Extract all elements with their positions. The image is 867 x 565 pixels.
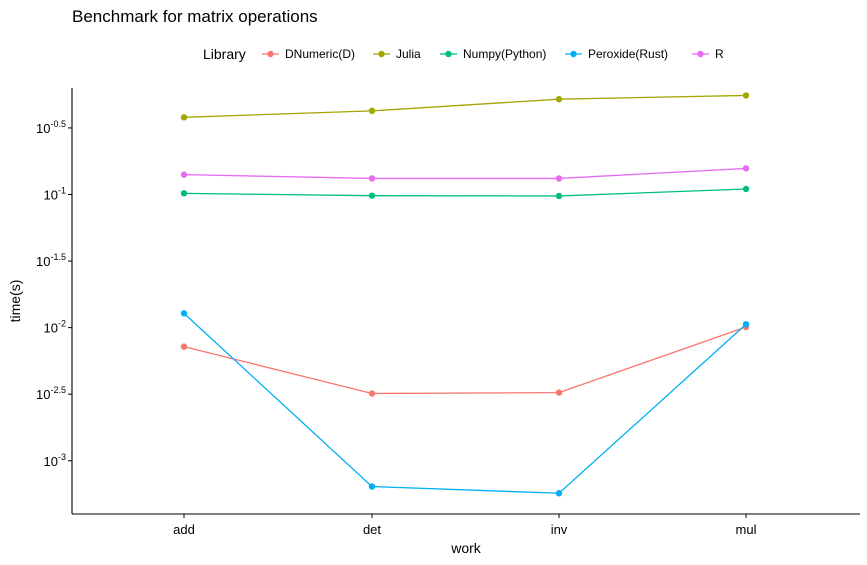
legend-key-point — [697, 50, 704, 58]
data-point-julia-det — [368, 107, 376, 115]
series-line-r — [183, 167, 747, 180]
y-tick-label: 10-1.5 — [36, 252, 66, 269]
legend-label: R — [715, 47, 724, 61]
data-point-peroxide-rust-inv — [555, 490, 563, 497]
legend-key-point — [445, 50, 452, 58]
data-point-peroxide-rust-det — [368, 483, 376, 490]
series-layer — [180, 92, 750, 497]
chart-title: Benchmark for matrix operations — [72, 7, 318, 26]
legend-title: Library — [203, 46, 246, 62]
data-point-r-mul — [742, 165, 750, 172]
data-point-dnumeric-d-det — [368, 390, 376, 397]
series-numpy-python — [180, 185, 750, 200]
series-line-dnumeric-d — [183, 326, 747, 395]
y-tick-label: 10-3 — [44, 452, 66, 469]
data-point-numpy-python-det — [368, 192, 376, 199]
data-point-julia-add — [180, 114, 188, 121]
legend-item-r: R — [692, 47, 724, 61]
legend-item-numpy-python: Numpy(Python) — [440, 47, 546, 61]
data-point-r-inv — [555, 175, 563, 182]
legend-label: Numpy(Python) — [463, 47, 546, 61]
legend-key-point — [378, 50, 385, 58]
legend: Library DNumeric(D) Julia Numpy(Python) Per… — [203, 46, 724, 62]
legend-items: DNumeric(D) Julia Numpy(Python) Peroxide(Ru… — [262, 47, 724, 61]
x-axis-ticks: add det inv mul — [173, 514, 757, 537]
x-tick-label-inv: inv — [551, 522, 568, 537]
legend-key-point — [570, 50, 577, 58]
y-tick-label: 10-2 — [44, 319, 66, 336]
legend-key-point — [267, 50, 274, 58]
legend-item-julia: Julia — [373, 47, 421, 61]
data-point-julia-inv — [555, 95, 563, 103]
series-r — [180, 165, 750, 182]
x-tick-label-add: add — [173, 522, 195, 537]
y-tick-label: 10-0.5 — [36, 119, 66, 136]
series-line-julia — [183, 94, 747, 118]
data-point-numpy-python-add — [180, 190, 188, 197]
x-tick-label-mul: mul — [736, 522, 757, 537]
data-point-dnumeric-d-add — [180, 343, 188, 350]
legend-label: Julia — [396, 47, 421, 61]
series-julia — [180, 92, 750, 121]
y-tick-label: 10-1 — [44, 186, 66, 203]
legend-label: DNumeric(D) — [285, 47, 355, 61]
x-axis-title: work — [450, 540, 482, 556]
series-dnumeric-d — [180, 323, 750, 397]
data-point-r-det — [368, 175, 376, 182]
series-line-numpy-python — [183, 188, 747, 197]
series-line-peroxide-rust — [183, 312, 747, 494]
data-point-peroxide-rust-mul — [742, 321, 750, 328]
data-point-numpy-python-inv — [555, 192, 563, 200]
legend-item-dnumeric-d: DNumeric(D) — [262, 47, 355, 61]
y-axis-title: time(s) — [7, 280, 23, 323]
y-tick-label: 10-2.5 — [36, 385, 66, 402]
x-tick-label-det: det — [363, 522, 381, 537]
plot-area: 10-0.5 10-1 10-1.5 10-2 10-2.5 10-3 add det inv… — [36, 88, 860, 537]
y-axis-ticks: 10-0.5 10-1 10-1.5 10-2 10-2.5 10-3 — [36, 119, 72, 469]
data-point-peroxide-rust-add — [180, 310, 188, 317]
series-peroxide-rust — [180, 310, 750, 497]
data-point-dnumeric-d-inv — [555, 389, 563, 396]
data-point-r-add — [180, 171, 188, 178]
data-point-julia-mul — [742, 92, 750, 99]
data-point-numpy-python-mul — [742, 185, 750, 193]
legend-item-peroxide-rust: Peroxide(Rust) — [565, 47, 668, 61]
legend-label: Peroxide(Rust) — [588, 47, 668, 61]
